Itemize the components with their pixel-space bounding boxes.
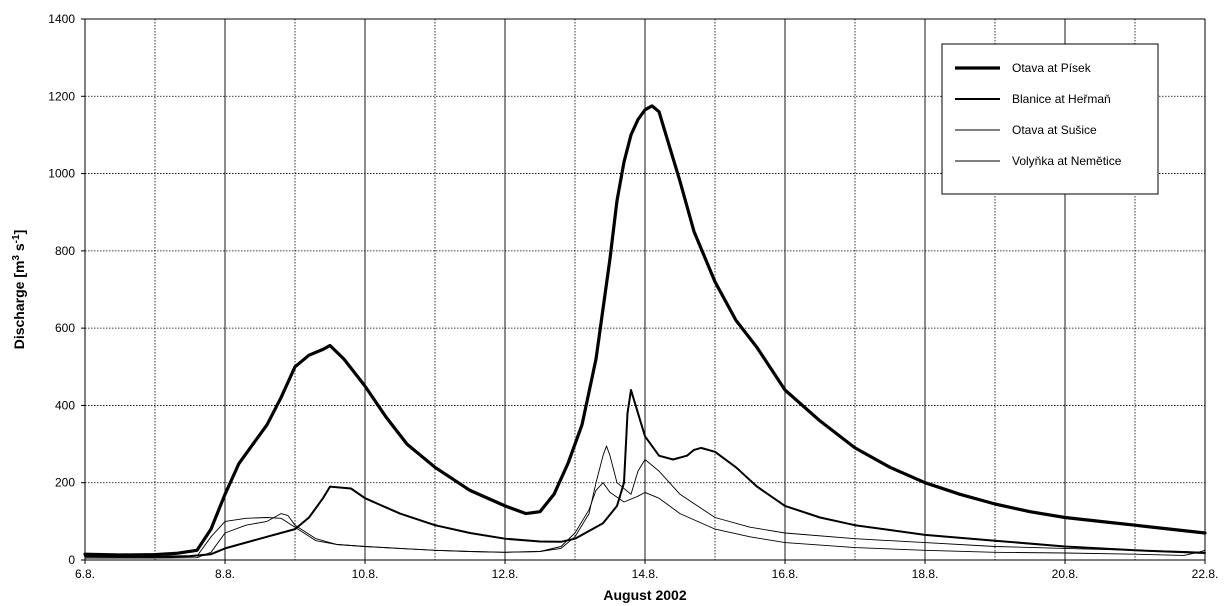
x-tick-label: 18.8. [912,567,939,581]
y-tick-label: 1000 [48,167,75,181]
y-tick-label: 400 [55,398,75,412]
x-tick-label: 22.8. [1192,567,1219,581]
y-axis-label: Discharge [m3 s-1] [11,230,27,350]
y-tick-label: 800 [55,244,75,258]
y-tick-label: 200 [55,476,75,490]
y-tick-label: 1400 [48,12,75,26]
x-tick-label: 16.8. [772,567,799,581]
legend-layer: Otava at Písek Blanice at Heřmaň Otava at … [941,43,1159,195]
y-tick-label: 0 [68,553,75,567]
x-tick-label: 8.8. [215,567,235,581]
series-line-1 [83,104,1207,557]
x-tick-label: 14.8. [632,567,659,581]
legend-label-4: Volyňka at Nemětice [1012,154,1122,168]
x-axis-label: August 2002 [603,587,686,603]
series-layer [83,104,1207,559]
y-tick-label: 600 [55,321,75,335]
x-tick-label: 10.8. [352,567,379,581]
series-line-4 [84,482,1206,558]
x-tick-label: 20.8. [1052,567,1079,581]
legend-label-2: Blanice at Heřmaň [1012,92,1111,106]
y-tick-label: 1200 [48,89,75,103]
series-line-3 [84,445,1206,559]
legend-label-3: Otava at Sušice [1012,123,1097,137]
x-tick-label: 12.8. [492,567,519,581]
legend-label-1: Otava at Písek [1012,61,1092,75]
axis-layer: 0 200 400 600 800 1000 1200 1400 6.8. 8.8. 10.8. 12… [11,12,1218,603]
x-tick-label: 6.8. [75,567,95,581]
